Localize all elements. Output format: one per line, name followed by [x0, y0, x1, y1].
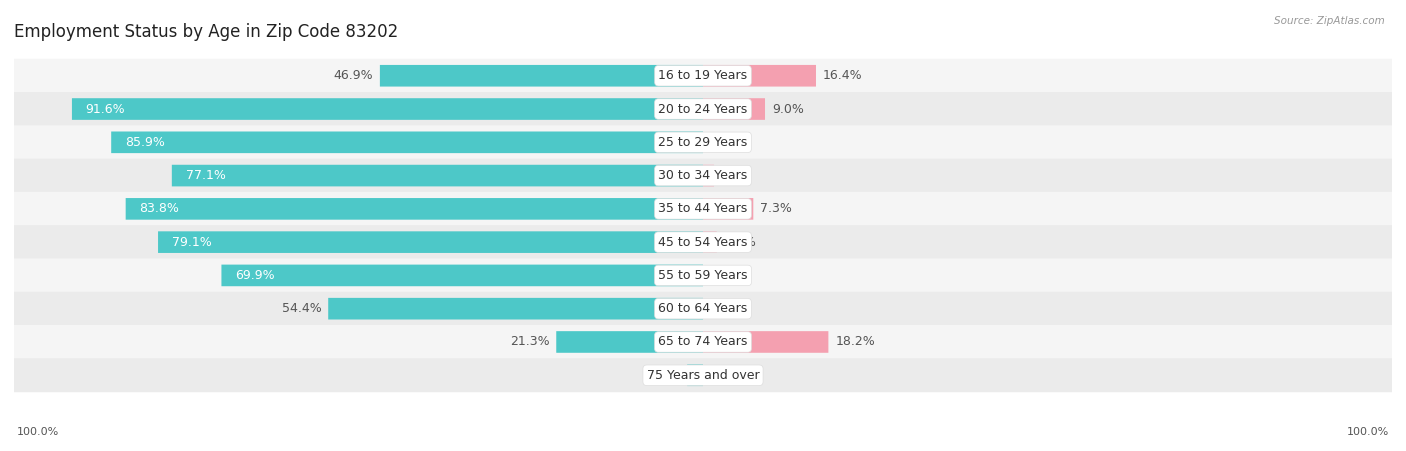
- Text: 2.0%: 2.0%: [724, 235, 755, 249]
- Text: 85.9%: 85.9%: [125, 136, 165, 149]
- FancyBboxPatch shape: [14, 192, 1392, 226]
- FancyBboxPatch shape: [125, 198, 703, 220]
- Text: 69.9%: 69.9%: [235, 269, 274, 282]
- Text: 1.6%: 1.6%: [721, 169, 752, 182]
- Text: 91.6%: 91.6%: [86, 102, 125, 115]
- FancyBboxPatch shape: [14, 225, 1392, 259]
- FancyBboxPatch shape: [703, 231, 717, 253]
- Text: 0.0%: 0.0%: [710, 369, 742, 382]
- FancyBboxPatch shape: [14, 258, 1392, 292]
- FancyBboxPatch shape: [14, 292, 1392, 326]
- Text: 46.9%: 46.9%: [333, 69, 373, 82]
- Text: 54.4%: 54.4%: [281, 302, 322, 315]
- FancyBboxPatch shape: [14, 59, 1392, 93]
- Text: Source: ZipAtlas.com: Source: ZipAtlas.com: [1274, 16, 1385, 26]
- Text: 77.1%: 77.1%: [186, 169, 225, 182]
- FancyBboxPatch shape: [703, 98, 765, 120]
- Text: 45 to 54 Years: 45 to 54 Years: [658, 235, 748, 249]
- FancyBboxPatch shape: [703, 331, 828, 353]
- Text: 2.3%: 2.3%: [648, 369, 681, 382]
- FancyBboxPatch shape: [688, 364, 703, 386]
- FancyBboxPatch shape: [157, 231, 703, 253]
- Text: 100.0%: 100.0%: [17, 428, 59, 437]
- FancyBboxPatch shape: [14, 325, 1392, 359]
- Text: 9.0%: 9.0%: [772, 102, 804, 115]
- Text: 79.1%: 79.1%: [172, 235, 211, 249]
- FancyBboxPatch shape: [703, 165, 714, 186]
- FancyBboxPatch shape: [111, 132, 703, 153]
- Text: 30 to 34 Years: 30 to 34 Years: [658, 169, 748, 182]
- Text: 65 to 74 Years: 65 to 74 Years: [658, 336, 748, 349]
- Text: 16 to 19 Years: 16 to 19 Years: [658, 69, 748, 82]
- Text: 60 to 64 Years: 60 to 64 Years: [658, 302, 748, 315]
- Text: 100.0%: 100.0%: [1347, 428, 1389, 437]
- Text: 0.0%: 0.0%: [710, 269, 742, 282]
- FancyBboxPatch shape: [703, 65, 815, 87]
- Text: 25 to 29 Years: 25 to 29 Years: [658, 136, 748, 149]
- Text: 7.3%: 7.3%: [761, 202, 792, 216]
- FancyBboxPatch shape: [703, 198, 754, 220]
- Text: 0.0%: 0.0%: [710, 136, 742, 149]
- Text: 55 to 59 Years: 55 to 59 Years: [658, 269, 748, 282]
- Text: 35 to 44 Years: 35 to 44 Years: [658, 202, 748, 216]
- FancyBboxPatch shape: [14, 92, 1392, 126]
- FancyBboxPatch shape: [14, 125, 1392, 159]
- FancyBboxPatch shape: [557, 331, 703, 353]
- Text: 21.3%: 21.3%: [510, 336, 550, 349]
- FancyBboxPatch shape: [380, 65, 703, 87]
- Text: 18.2%: 18.2%: [835, 336, 875, 349]
- FancyBboxPatch shape: [172, 165, 703, 186]
- FancyBboxPatch shape: [72, 98, 703, 120]
- Text: 0.0%: 0.0%: [710, 302, 742, 315]
- Text: 75 Years and over: 75 Years and over: [647, 369, 759, 382]
- FancyBboxPatch shape: [14, 159, 1392, 193]
- Text: 16.4%: 16.4%: [823, 69, 862, 82]
- Text: 83.8%: 83.8%: [139, 202, 180, 216]
- FancyBboxPatch shape: [14, 358, 1392, 392]
- Text: 20 to 24 Years: 20 to 24 Years: [658, 102, 748, 115]
- FancyBboxPatch shape: [328, 298, 703, 319]
- FancyBboxPatch shape: [221, 265, 703, 286]
- Text: Employment Status by Age in Zip Code 83202: Employment Status by Age in Zip Code 832…: [14, 23, 398, 41]
